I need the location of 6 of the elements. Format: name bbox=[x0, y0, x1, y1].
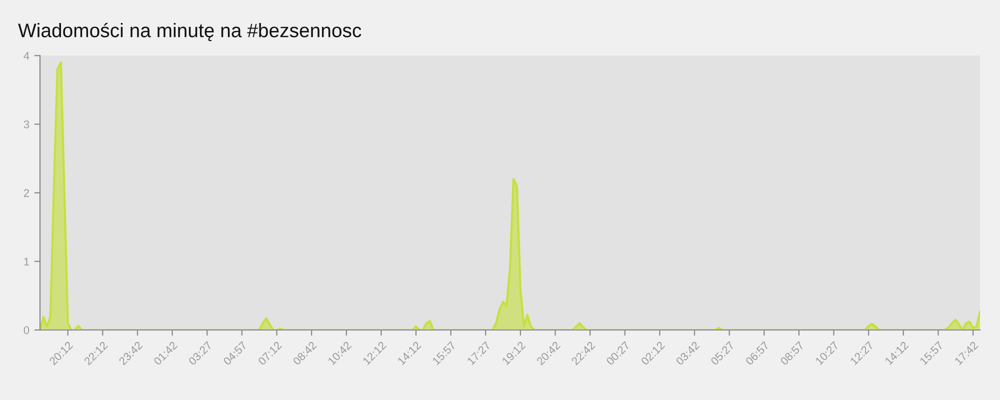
y-tick-label: 3 bbox=[24, 120, 30, 128]
y-tick-label: 4 bbox=[24, 52, 30, 60]
chart-title: Wiadomości na minutę na #bezsennosc bbox=[18, 22, 362, 42]
y-tick-label: 2 bbox=[24, 189, 30, 197]
y-tick-label: 1 bbox=[24, 258, 30, 266]
y-tick-label: 0 bbox=[24, 326, 30, 334]
